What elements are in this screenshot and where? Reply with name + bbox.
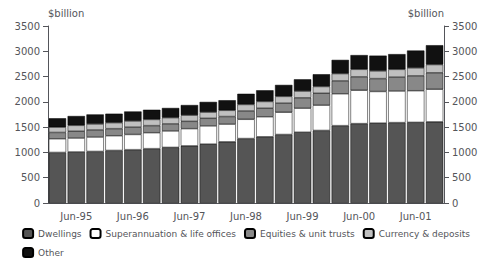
svg-text:500: 500 [21,172,40,183]
svg-text:0: 0 [452,198,458,209]
svg-text:Jun-97: Jun-97 [172,211,205,222]
svg-text:0: 0 [34,198,40,209]
svg-text:Jun-00: Jun-00 [342,211,375,222]
svg-text:1000: 1000 [15,147,40,158]
svg-text:3000: 3000 [15,46,40,57]
svg-text:3000: 3000 [452,46,477,57]
svg-text:3500: 3500 [452,21,477,32]
svg-text:2000: 2000 [15,96,40,107]
svg-text:1500: 1500 [15,122,40,133]
svg-text:2000: 2000 [452,96,477,107]
svg-text:Currency & deposits: Currency & deposits [379,229,470,239]
svg-text:2500: 2500 [452,71,477,82]
svg-text:Superannuation & life offices: Superannuation & life offices [106,229,237,239]
svg-text:$billion: $billion [48,8,84,19]
svg-text:1500: 1500 [452,122,477,133]
svg-text:Jun-99: Jun-99 [286,211,319,222]
svg-text:Other: Other [38,248,64,258]
svg-text:1000: 1000 [452,147,477,158]
svg-text:Jun-96: Jun-96 [116,211,149,222]
svg-text:Dwellings: Dwellings [38,229,82,239]
svg-text:Equities & unit trusts: Equities & unit trusts [260,229,355,239]
svg-text:Jun-01: Jun-01 [399,211,432,222]
svg-text:$billion: $billion [408,8,444,19]
svg-text:Jun-98: Jun-98 [229,211,262,222]
svg-text:Jun-95: Jun-95 [59,211,92,222]
svg-text:3500: 3500 [15,21,40,32]
svg-text:500: 500 [452,172,471,183]
svg-text:2500: 2500 [15,71,40,82]
